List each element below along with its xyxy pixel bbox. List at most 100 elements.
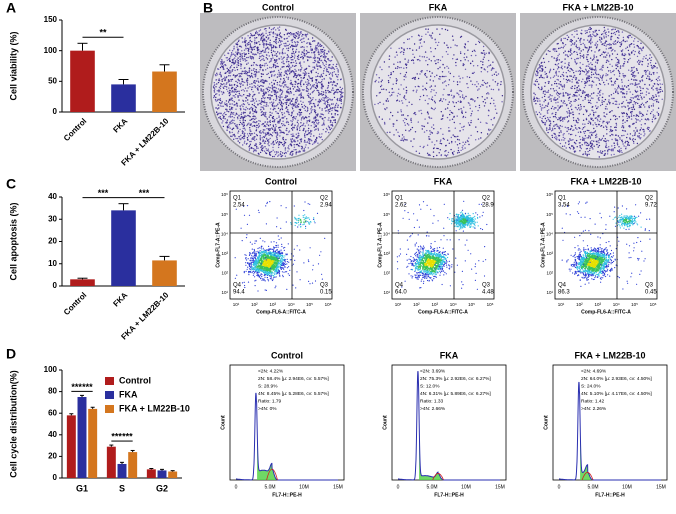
colony bbox=[253, 132, 256, 134]
colony bbox=[315, 141, 317, 143]
colony bbox=[242, 105, 244, 108]
colony bbox=[267, 124, 270, 127]
event bbox=[267, 256, 269, 258]
event bbox=[264, 264, 266, 266]
colony bbox=[339, 97, 342, 99]
colony bbox=[251, 88, 253, 91]
colony bbox=[281, 114, 284, 116]
colony bbox=[223, 113, 225, 115]
colony bbox=[228, 92, 230, 95]
colony bbox=[297, 140, 299, 142]
colony bbox=[272, 79, 275, 81]
colony bbox=[494, 81, 497, 83]
colony bbox=[274, 131, 276, 134]
event bbox=[267, 254, 269, 256]
event bbox=[268, 251, 270, 253]
colony bbox=[275, 29, 277, 31]
event bbox=[273, 241, 275, 243]
colony bbox=[238, 135, 241, 138]
colony bbox=[280, 131, 282, 134]
colony bbox=[281, 131, 283, 134]
event bbox=[261, 260, 263, 262]
colony bbox=[293, 75, 295, 78]
colony bbox=[243, 55, 246, 57]
colony bbox=[429, 86, 431, 88]
colony bbox=[230, 52, 233, 54]
event bbox=[286, 267, 288, 269]
colony bbox=[257, 126, 259, 129]
colony bbox=[438, 41, 440, 44]
colony bbox=[281, 107, 283, 110]
colony bbox=[252, 95, 254, 98]
colony bbox=[313, 52, 315, 54]
colony bbox=[241, 53, 243, 55]
colony bbox=[278, 101, 280, 104]
colony bbox=[296, 43, 299, 46]
colony bbox=[287, 98, 289, 100]
colony bbox=[439, 59, 442, 62]
colony bbox=[307, 56, 309, 58]
colony bbox=[273, 27, 275, 29]
colony bbox=[261, 150, 264, 152]
colony bbox=[243, 127, 246, 129]
colony bbox=[486, 86, 488, 88]
colony bbox=[281, 104, 283, 107]
colony bbox=[389, 118, 391, 120]
colony bbox=[286, 47, 288, 50]
bar bbox=[88, 408, 98, 478]
colony bbox=[292, 36, 295, 38]
colony bbox=[260, 90, 262, 92]
colony bbox=[430, 36, 432, 38]
colony bbox=[320, 136, 323, 138]
colony bbox=[310, 49, 312, 52]
colony bbox=[284, 151, 287, 154]
colony bbox=[296, 126, 298, 128]
colony bbox=[287, 112, 289, 114]
significance-label: *** bbox=[82, 382, 93, 392]
colony bbox=[230, 80, 233, 82]
colony bbox=[256, 87, 258, 89]
colony bbox=[259, 139, 262, 141]
panel-label: B bbox=[203, 0, 213, 16]
colony bbox=[333, 71, 335, 73]
colony bbox=[430, 131, 432, 134]
colony bbox=[464, 44, 467, 46]
colony bbox=[457, 100, 459, 103]
colony bbox=[448, 94, 450, 96]
colony bbox=[290, 144, 293, 147]
event bbox=[269, 254, 271, 256]
event bbox=[267, 268, 270, 271]
colony bbox=[407, 115, 409, 117]
colony bbox=[252, 58, 255, 60]
colony bbox=[251, 103, 254, 106]
colony bbox=[233, 84, 236, 86]
colony bbox=[456, 144, 459, 146]
colony bbox=[277, 151, 279, 153]
colony bbox=[307, 139, 310, 141]
colony bbox=[296, 58, 299, 60]
colony bbox=[454, 141, 457, 143]
colony bbox=[455, 61, 457, 64]
colony bbox=[226, 104, 228, 107]
colony bbox=[222, 105, 224, 108]
colony bbox=[229, 60, 231, 62]
colony bbox=[253, 111, 255, 113]
colony bbox=[241, 78, 243, 80]
colony bbox=[424, 74, 427, 77]
colony bbox=[324, 101, 326, 103]
colony bbox=[400, 111, 402, 113]
colony bbox=[403, 75, 405, 78]
colony bbox=[253, 61, 255, 64]
colony bbox=[304, 139, 306, 142]
colony bbox=[323, 124, 326, 126]
colony bbox=[293, 61, 295, 64]
colony bbox=[307, 84, 309, 87]
colony bbox=[315, 119, 318, 121]
colony bbox=[316, 65, 319, 67]
colony bbox=[290, 56, 293, 59]
colony bbox=[340, 95, 342, 98]
colony bbox=[264, 135, 266, 137]
colony bbox=[224, 103, 226, 106]
colony bbox=[404, 124, 406, 126]
event bbox=[307, 220, 309, 223]
